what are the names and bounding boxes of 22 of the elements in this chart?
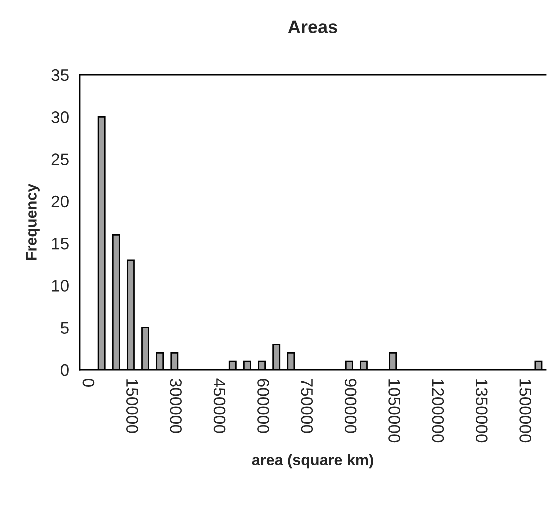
y-tick-label: 35 [52, 69, 69, 82]
x-tick-label: 900000 [344, 379, 357, 434]
x-tick-label: 150000 [126, 380, 138, 434]
x-tick-label: 0 [82, 378, 95, 387]
x-tick-label: 1200000 [432, 380, 444, 443]
y-tick-label: 30 [52, 112, 69, 124]
y-tick-label: 25 [52, 154, 69, 166]
x-axis-title: area (square km) [252, 454, 374, 469]
x-tick-label: 300000 [170, 378, 182, 434]
y-tick-label: 20 [52, 196, 69, 208]
x-tick-label: 450000 [214, 378, 226, 434]
y-tick-label: 5 [60, 322, 69, 334]
y-axis-title: Frequency [26, 184, 40, 260]
y-tick-label: 15 [52, 238, 69, 250]
x-tick-label: 600000 [258, 379, 270, 434]
y-tick-label: 0 [60, 364, 69, 376]
y-tick-label: 10 [52, 280, 69, 292]
chart-title: Areas [288, 20, 338, 34]
x-tick-label: 1050000 [388, 380, 400, 443]
x-tick-label: 750000 [301, 379, 314, 434]
x-tick-label: 1500000 [520, 380, 532, 443]
x-tick-label: 1350000 [476, 380, 488, 443]
